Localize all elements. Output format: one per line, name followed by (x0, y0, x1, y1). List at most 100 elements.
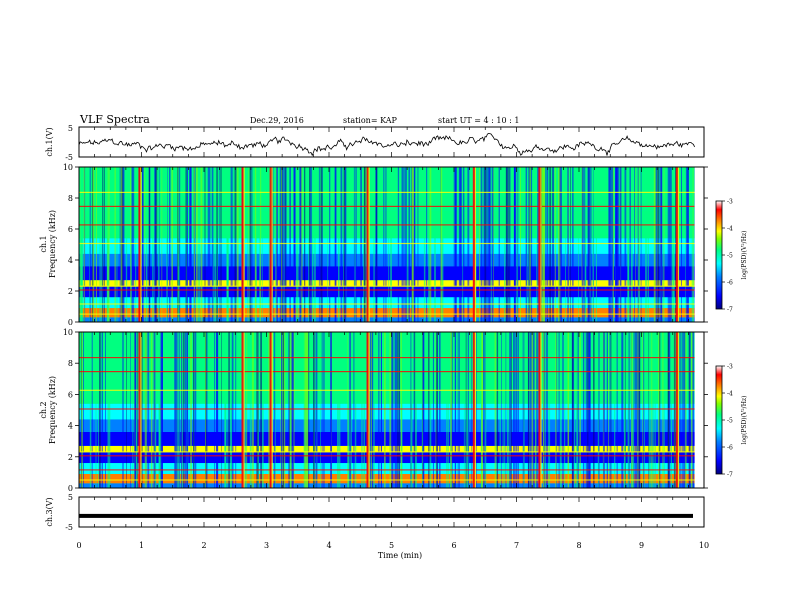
spectrogram-streak (467, 167, 470, 322)
spectrogram-streak (554, 167, 556, 322)
spectrogram-impulse-edge (243, 167, 245, 322)
spectrogram-streak (543, 332, 546, 488)
freq-tick-label: 4 (68, 256, 73, 265)
spectrogram-streak (651, 332, 653, 488)
spectrogram-streak (249, 167, 252, 322)
spectrogram-streak (152, 167, 154, 322)
spectrogram-streak (181, 332, 183, 488)
ch1-ytick-bottom: -5 (65, 153, 73, 162)
spectrogram-streak (154, 167, 156, 322)
spectrogram-streak (535, 332, 537, 488)
spectrogram-streak (119, 167, 121, 322)
spectrogram-streak (647, 167, 649, 322)
spectrogram-streak (673, 167, 675, 322)
spectrogram-streak (541, 167, 543, 322)
spectrogram-streak (454, 332, 456, 488)
spectrogram-streak (194, 332, 197, 488)
spectrogram-streak (315, 332, 318, 488)
spectrogram-streak (624, 332, 626, 488)
spectrogram-streak (558, 167, 560, 322)
spectrogram-streak (256, 332, 258, 488)
spectrogram-streak (160, 332, 162, 488)
spectrogram-streak (654, 332, 656, 488)
spectrogram-streak (289, 167, 291, 322)
spectrogram-streak (372, 332, 374, 488)
spectrogram-streak (283, 332, 286, 488)
spectrogram-streak (627, 167, 630, 322)
spectrogram-streak (588, 332, 589, 488)
freq-tick-label: 8 (68, 194, 73, 203)
spectrogram-streak (639, 167, 640, 322)
time-tick-label: 9 (639, 541, 644, 550)
spectrogram-streak (345, 167, 347, 322)
spectrogram-streak (529, 332, 531, 488)
spectrogram-streak (308, 332, 310, 488)
spectrogram-streak (147, 332, 150, 488)
spectrogram-streak (216, 332, 218, 488)
spectrogram-streak (349, 332, 351, 488)
spectrogram-streak (214, 167, 217, 322)
spectrogram-streak (529, 167, 531, 322)
spectrogram-streak (446, 332, 448, 488)
spectrogram-streak (259, 167, 262, 322)
spectrogram-streak (588, 332, 591, 488)
spectrogram-streak (682, 332, 684, 488)
time-tick-label: 10 (699, 541, 709, 550)
ch2-channel-label: ch.2 (39, 401, 48, 418)
spectrogram-streak (619, 167, 621, 322)
spectrogram-streak (371, 332, 372, 488)
spectrogram-streak (533, 332, 535, 488)
colorbar-tick-label: -6 (727, 280, 733, 287)
spectrogram-impulse (538, 167, 541, 322)
spectrogram-streak (389, 332, 392, 488)
time-axis: 0 1 2 3 4 5 6 7 8 9 10 (76, 541, 709, 550)
spectrogram-streak (465, 332, 467, 488)
spectrogram-streak (125, 167, 128, 322)
spectrogram-streak (480, 332, 482, 488)
spectrogram-streak (305, 332, 308, 488)
spectrogram-streak (662, 167, 664, 322)
spectrogram-impulse (675, 332, 679, 488)
spectrogram-streak (625, 332, 626, 488)
spectrogram-streak (363, 332, 365, 488)
spectrogram-streak (634, 167, 636, 322)
spectrogram-streak (612, 167, 614, 322)
spectrogram-streak (276, 167, 278, 322)
spectrogram-streak (306, 332, 309, 488)
spectrogram-streak (191, 167, 192, 322)
spectrogram-streak (80, 167, 82, 322)
spectrogram-streak (549, 167, 552, 322)
spectrogram-streak (384, 332, 386, 488)
ch1-freq-ylabel: Frequency (kHz) (48, 210, 57, 278)
spectrogram-streak (668, 332, 669, 488)
spectrogram-streak (669, 167, 672, 322)
spectrogram-streak (650, 332, 652, 488)
spectrogram-streak (353, 332, 355, 488)
spectrogram-streak (429, 167, 432, 322)
spectrogram-streak (459, 167, 461, 322)
spectrogram-streak (643, 332, 645, 488)
spectrogram-streak (351, 332, 352, 488)
spectrogram-streak (106, 167, 108, 322)
spectrogram-streak (560, 167, 562, 322)
spectrogram-streak (689, 332, 691, 488)
spectrogram-impulse (472, 167, 475, 322)
spectrogram-tone (79, 313, 704, 315)
spectrogram-impulse-edge (474, 167, 476, 322)
spectrogram-streak (150, 332, 153, 488)
spectrogram-streak (440, 167, 443, 322)
spectrogram-streak (314, 167, 316, 322)
spectrogram-tone (79, 242, 704, 245)
spectrogram-streak (189, 167, 192, 322)
spectrogram-streak (80, 332, 82, 488)
spectrogram-streak (660, 167, 663, 322)
spectrogram-streak (544, 332, 546, 488)
spectrogram-tone (79, 371, 704, 373)
ch1-colorbar-label: log(PSD)(V²/Hz) (741, 231, 748, 280)
ch1-waveform-panel: 5 -5 ch.1(V) (45, 124, 705, 162)
ch3-waveform-panel: 5 -5 ch.3(V) (45, 493, 705, 532)
spectrogram-streak (483, 167, 486, 322)
spectrogram-streak (284, 167, 285, 322)
spectrogram-streak (636, 332, 638, 488)
spectrogram-streak (645, 167, 647, 322)
